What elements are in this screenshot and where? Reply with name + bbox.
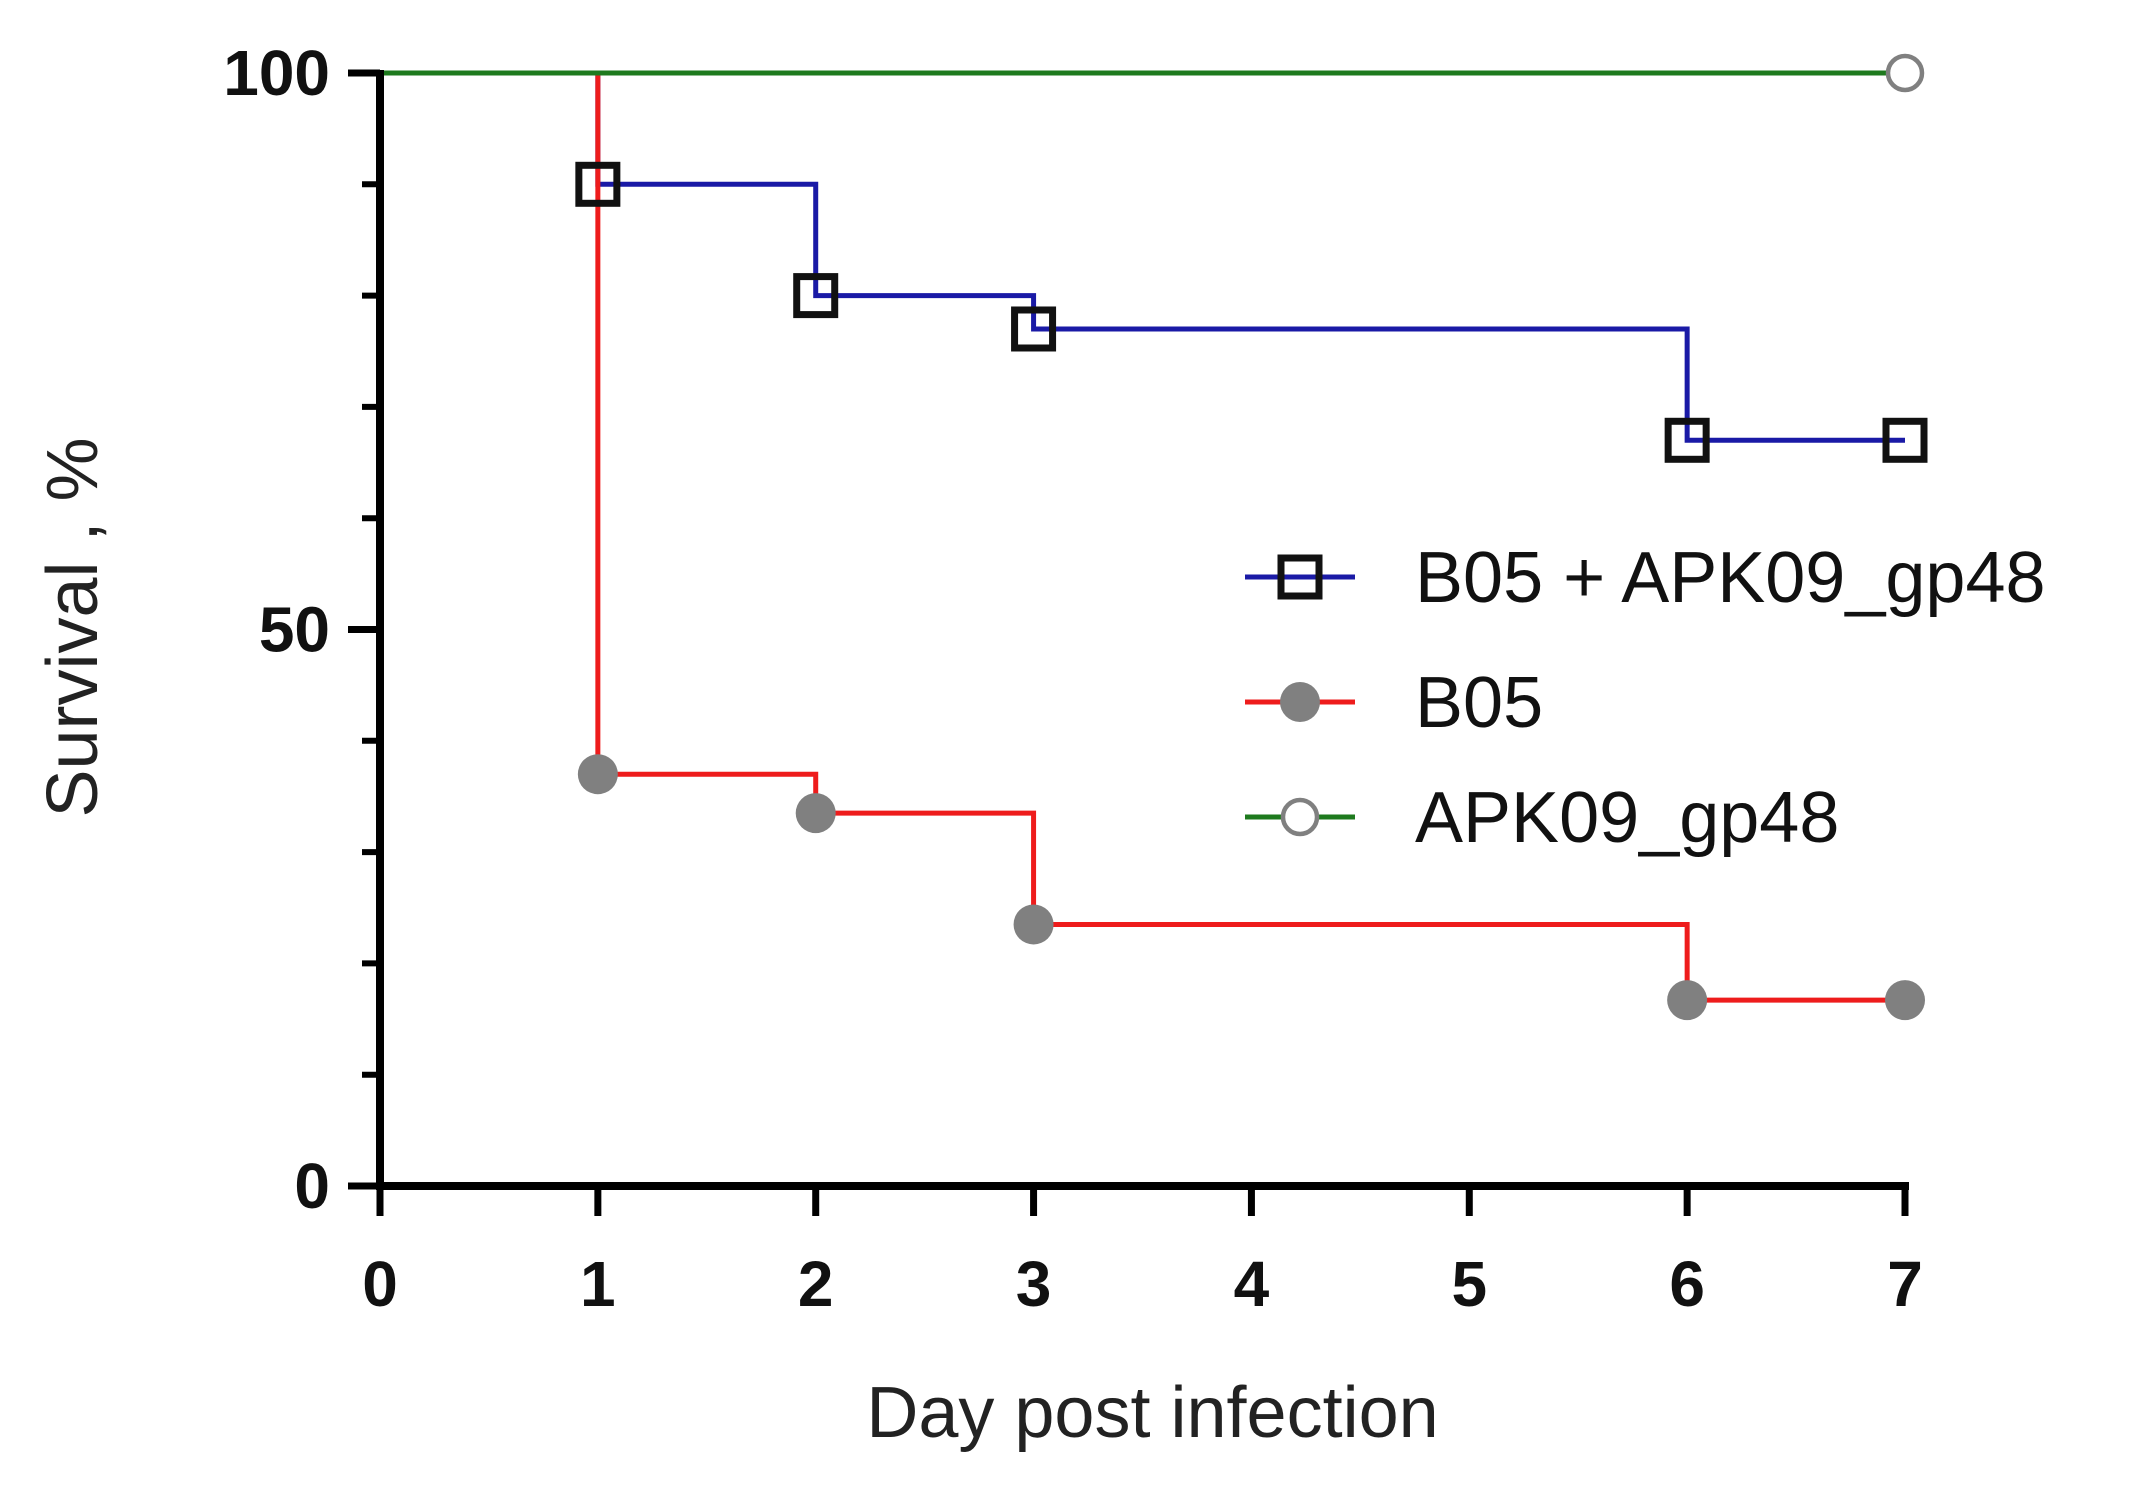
- data-point-series-1: [793, 273, 839, 319]
- y-tick-label: 100: [223, 37, 330, 109]
- legend: B05 + APK09_gp48 B05 APK09_gp48: [1245, 538, 2046, 858]
- x-tick-label: 7: [1887, 1248, 1923, 1320]
- series-layer: [380, 70, 1905, 1003]
- data-point-series-1: [1882, 417, 1928, 463]
- legend-label-3: APK09_gp48: [1415, 778, 1839, 858]
- legend-marker-1: [1277, 554, 1323, 600]
- data-point-series-2: [1667, 980, 1708, 1021]
- markers-layer: [575, 53, 1928, 1021]
- data-point-series-1: [575, 161, 621, 207]
- y-axis-title: Survival , %: [33, 437, 113, 817]
- axes-layer: [348, 69, 1909, 1216]
- x-tick-label: 6: [1669, 1248, 1705, 1320]
- y-tick-label: 50: [259, 594, 330, 666]
- data-point-series-2: [577, 754, 618, 795]
- x-tick-label: 1: [580, 1248, 616, 1320]
- x-tick-label: 0: [362, 1248, 398, 1320]
- legend-label-1: B05 + APK09_gp48: [1415, 538, 2046, 618]
- x-axis-title: Day post infection: [866, 1373, 1438, 1453]
- labels-layer: 0 1 2 3 4 5 6 7 0 50 100 Day post infection Survival…: [33, 37, 1923, 1453]
- legend-label-2: B05: [1415, 663, 1543, 743]
- x-tick-label: 5: [1451, 1248, 1487, 1320]
- data-point-series-1: [1011, 306, 1057, 352]
- legend-marker-3: [1280, 797, 1320, 837]
- data-point-series-3: [1885, 53, 1925, 93]
- data-point-series-2: [1885, 980, 1925, 1021]
- data-point-series-2: [1013, 904, 1054, 945]
- y-tick-label: 0: [294, 1150, 330, 1222]
- legend-marker-2: [1280, 682, 1320, 722]
- data-point-series-2: [795, 793, 836, 834]
- x-tick-label: 2: [798, 1248, 834, 1320]
- x-tick-label: 4: [1234, 1248, 1270, 1320]
- series-line-1: [380, 70, 1905, 443]
- series-line-2: [380, 70, 1905, 1003]
- data-point-series-1: [1664, 417, 1710, 463]
- x-tick-label: 3: [1016, 1248, 1052, 1320]
